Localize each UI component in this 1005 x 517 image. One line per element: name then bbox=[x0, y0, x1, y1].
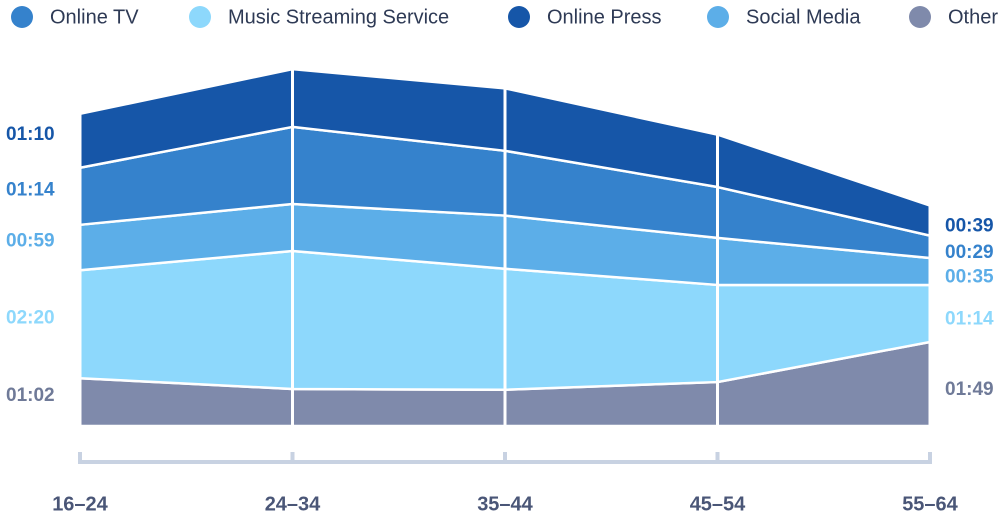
value-label: 00:59 bbox=[6, 231, 55, 252]
value-label: 00:39 bbox=[945, 216, 994, 237]
value-label: 01:14 bbox=[945, 308, 994, 329]
value-label: 01:02 bbox=[6, 385, 55, 406]
legend-label: Online TV bbox=[50, 6, 139, 28]
value-label: 02:20 bbox=[6, 307, 55, 328]
legend-label: Online Press bbox=[547, 6, 662, 28]
value-label: 00:35 bbox=[945, 266, 994, 287]
legend-swatch bbox=[707, 6, 729, 28]
legend-swatch bbox=[508, 6, 530, 28]
legend-label: Music Streaming Service bbox=[228, 6, 449, 28]
value-label: 01:14 bbox=[6, 179, 55, 200]
x-tick-label: 45–54 bbox=[690, 493, 746, 515]
value-label: 01:49 bbox=[945, 379, 994, 400]
x-tick-label: 35–44 bbox=[477, 493, 533, 515]
legend-label: Social Media bbox=[746, 6, 861, 28]
legend-swatch bbox=[909, 6, 931, 28]
x-tick-label: 55–64 bbox=[902, 493, 958, 515]
legend-swatch bbox=[11, 6, 33, 28]
legend-swatch bbox=[189, 6, 211, 28]
x-tick-label: 16–24 bbox=[52, 493, 108, 515]
value-label: 00:29 bbox=[945, 242, 994, 263]
x-tick-label: 24–34 bbox=[265, 493, 321, 515]
legend-label: Other bbox=[948, 6, 998, 28]
value-label: 01:10 bbox=[6, 124, 55, 145]
